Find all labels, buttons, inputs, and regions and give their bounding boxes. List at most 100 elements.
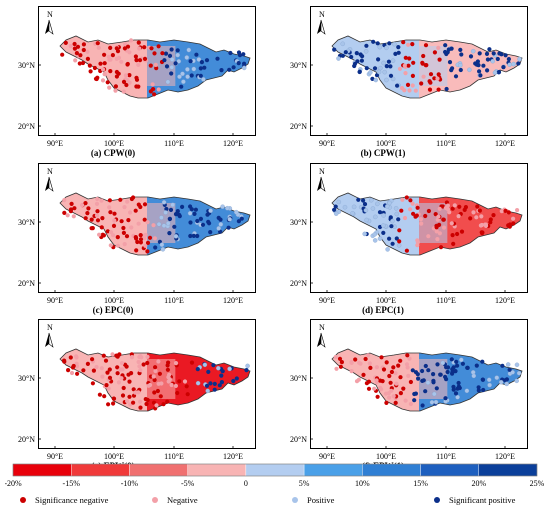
station-point [388, 64, 393, 69]
station-point [147, 235, 153, 240]
station-point [420, 368, 425, 374]
station-point [423, 389, 428, 394]
station-point [103, 358, 109, 363]
north-label: N [47, 10, 53, 19]
station-point [458, 47, 463, 53]
station-point [71, 363, 76, 369]
station-point [500, 363, 505, 368]
station-point [133, 54, 138, 59]
station-point [124, 234, 130, 239]
station-point [484, 51, 490, 57]
station-point [410, 83, 415, 88]
station-point [220, 369, 225, 374]
station-point [374, 73, 380, 78]
station-point [95, 75, 100, 80]
station-point [142, 56, 148, 62]
station-point [151, 374, 156, 379]
station-point [393, 400, 398, 405]
station-point [167, 377, 172, 382]
station-point [81, 368, 86, 373]
station-point [400, 86, 405, 91]
station-point [136, 359, 141, 365]
station-point [62, 358, 67, 363]
station-point [412, 398, 417, 403]
station-point [97, 392, 102, 397]
station-point [477, 208, 482, 213]
station-point [415, 372, 420, 377]
station-point [138, 233, 143, 238]
station-point [496, 70, 501, 75]
station-point [426, 208, 431, 214]
map-svg: N 30°N 20°N 90°E 100°E 110°E 120°E [290, 6, 528, 148]
station-point [227, 366, 232, 372]
station-point [445, 365, 451, 370]
map-panel-d: N 30°N 20°N 90°E 100°E 110°E 120°E [290, 163, 528, 305]
legend-point-label: Positive [307, 495, 335, 505]
station-point [370, 206, 376, 211]
station-point [102, 72, 107, 77]
station-point [437, 57, 442, 62]
station-point [443, 205, 448, 211]
station-point [236, 219, 241, 224]
station-point [459, 52, 464, 57]
colorbar-segment [129, 463, 188, 477]
station-point [507, 367, 512, 372]
station-point [425, 380, 431, 385]
station-point [488, 217, 493, 222]
station-point [468, 216, 473, 221]
station-point [101, 67, 106, 72]
station-point [443, 43, 448, 48]
station-point [445, 369, 450, 375]
station-point [384, 77, 389, 83]
station-point [434, 386, 439, 391]
station-point [462, 207, 467, 212]
station-point [138, 405, 143, 410]
station-point [145, 360, 150, 366]
station-point [236, 50, 242, 55]
station-point [375, 201, 380, 207]
station-point [332, 47, 337, 52]
station-point [69, 370, 75, 376]
north-label: N [319, 10, 325, 19]
station-point [415, 240, 420, 245]
station-point [426, 234, 431, 239]
station-point [208, 208, 213, 213]
basin-outline [331, 35, 523, 99]
map-svg: N 30°N 20°N 90°E 100°E 110°E 120°E [18, 319, 256, 461]
station-point [143, 243, 148, 248]
station-point [138, 204, 143, 210]
station-point [395, 83, 400, 88]
station-point [382, 69, 387, 75]
colorbar-segment [478, 463, 538, 477]
station-point [391, 365, 396, 370]
station-point [129, 355, 135, 360]
station-point [393, 206, 399, 211]
north-arrow-icon: N [317, 323, 326, 348]
station-point [111, 396, 116, 401]
station-point [416, 376, 421, 381]
station-point [242, 61, 247, 66]
lon-tick-label: 90°E [319, 296, 335, 305]
station-point [384, 45, 389, 51]
station-point [154, 403, 159, 408]
station-point [142, 45, 147, 50]
station-point [487, 47, 492, 52]
station-point [66, 368, 71, 373]
station-point [206, 369, 211, 374]
station-point [438, 245, 444, 250]
station-point [215, 56, 220, 61]
station-point [457, 204, 462, 209]
station-point [72, 41, 77, 47]
station-point [403, 398, 408, 403]
station-point [394, 381, 399, 386]
station-point [405, 353, 410, 358]
station-point [159, 381, 164, 386]
station-point [95, 218, 101, 223]
station-point [459, 229, 465, 234]
station-point [85, 56, 90, 62]
station-point [85, 211, 90, 216]
station-point [366, 386, 372, 391]
station-point [134, 58, 139, 63]
station-point [514, 378, 519, 384]
station-point [100, 78, 106, 83]
